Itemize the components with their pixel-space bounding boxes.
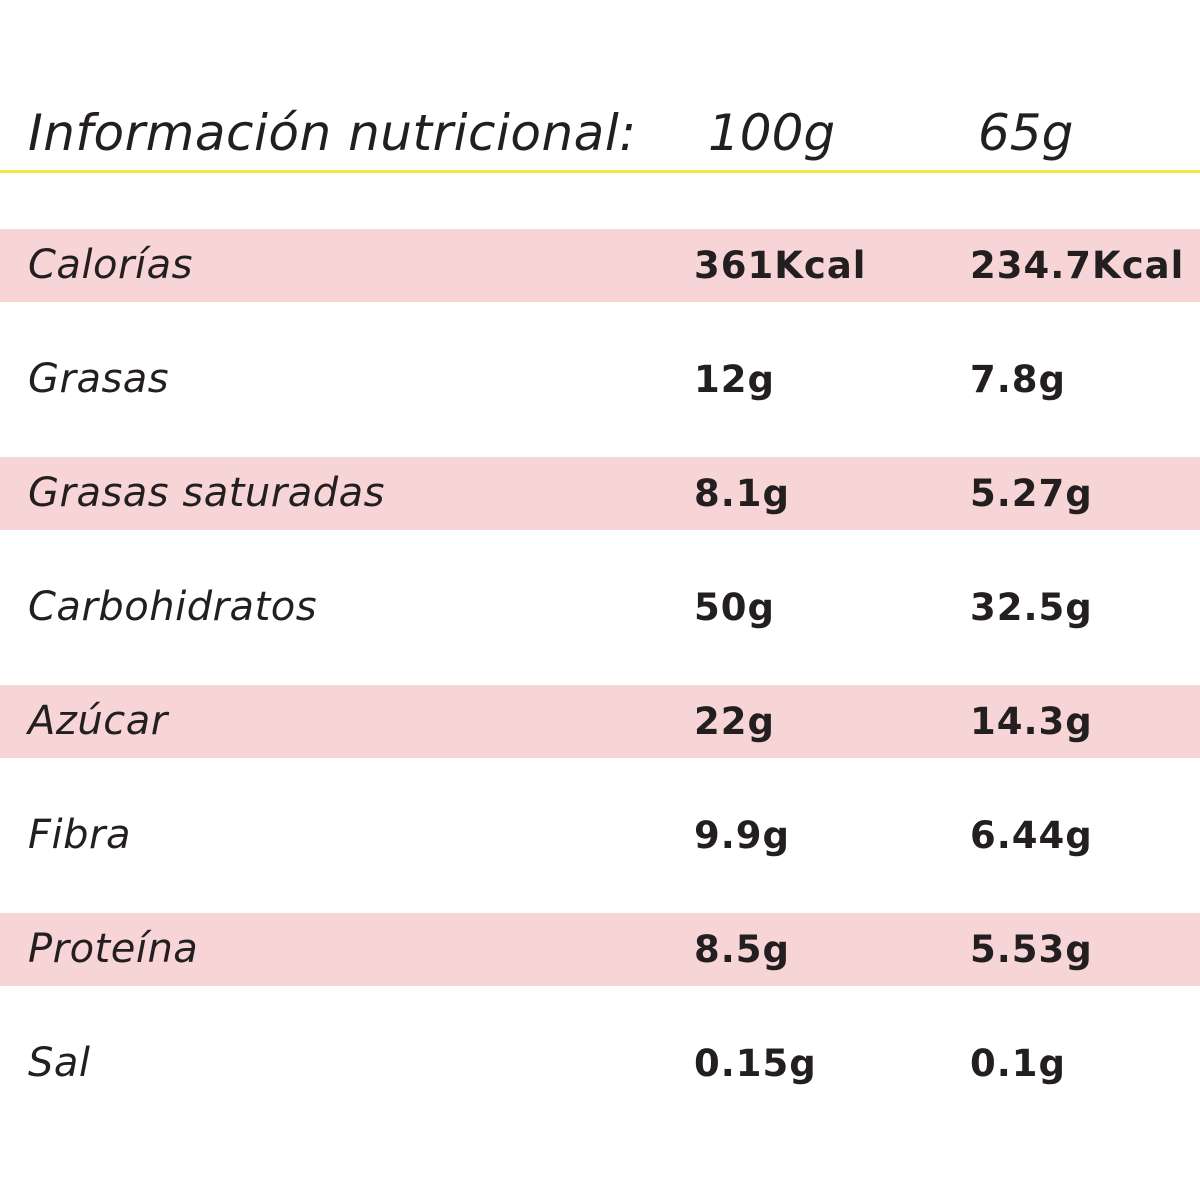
column-header-100g: 100g bbox=[708, 104, 836, 162]
table-row-grasas-saturadas: Grasas saturadas 8.1g 5.27g bbox=[0, 457, 1200, 530]
column-header-65g: 65g bbox=[978, 104, 1074, 162]
nutrition-table: Calorías 361Kcal 234.7Kcal Grasas 12g 7.… bbox=[0, 229, 1200, 1141]
value-per-100g: 50g bbox=[694, 586, 775, 629]
nutrient-name: Grasas saturadas bbox=[28, 470, 385, 516]
value-per-100g: 8.5g bbox=[694, 928, 791, 971]
value-per-100g: 8.1g bbox=[694, 472, 791, 515]
value-per-100g: 0.15g bbox=[694, 1042, 817, 1085]
value-per-65g: 5.53g bbox=[970, 928, 1093, 971]
value-per-65g: 0.1g bbox=[970, 1042, 1067, 1085]
nutrition-title: Información nutricional: bbox=[28, 104, 637, 162]
table-row-calorias: Calorías 361Kcal 234.7Kcal bbox=[0, 229, 1200, 302]
value-per-65g: 234.7Kcal bbox=[970, 244, 1185, 287]
value-per-65g: 14.3g bbox=[970, 700, 1093, 743]
table-row-fibra: Fibra 9.9g 6.44g bbox=[0, 799, 1200, 872]
nutrition-header: Información nutricional: 100g 65g bbox=[0, 100, 1200, 172]
value-per-100g: 9.9g bbox=[694, 814, 791, 857]
table-row-carbohidratos: Carbohidratos 50g 32.5g bbox=[0, 571, 1200, 644]
value-per-100g: 22g bbox=[694, 700, 775, 743]
value-per-65g: 7.8g bbox=[970, 358, 1067, 401]
value-per-65g: 32.5g bbox=[970, 586, 1093, 629]
nutrient-name: Sal bbox=[28, 1040, 91, 1086]
nutrient-name: Calorías bbox=[28, 242, 193, 288]
table-row-proteina: Proteína 8.5g 5.53g bbox=[0, 913, 1200, 986]
value-per-100g: 361Kcal bbox=[694, 244, 867, 287]
header-divider bbox=[0, 170, 1200, 173]
nutrient-name: Azúcar bbox=[28, 698, 168, 744]
value-per-65g: 5.27g bbox=[970, 472, 1093, 515]
table-row-azucar: Azúcar 22g 14.3g bbox=[0, 685, 1200, 758]
table-row-sal: Sal 0.15g 0.1g bbox=[0, 1027, 1200, 1100]
nutrient-name: Carbohidratos bbox=[28, 584, 318, 630]
nutrient-name: Proteína bbox=[28, 926, 199, 972]
value-per-65g: 6.44g bbox=[970, 814, 1093, 857]
nutrient-name: Grasas bbox=[28, 356, 170, 402]
value-per-100g: 12g bbox=[694, 358, 775, 401]
table-row-grasas: Grasas 12g 7.8g bbox=[0, 343, 1200, 416]
nutrient-name: Fibra bbox=[28, 812, 131, 858]
